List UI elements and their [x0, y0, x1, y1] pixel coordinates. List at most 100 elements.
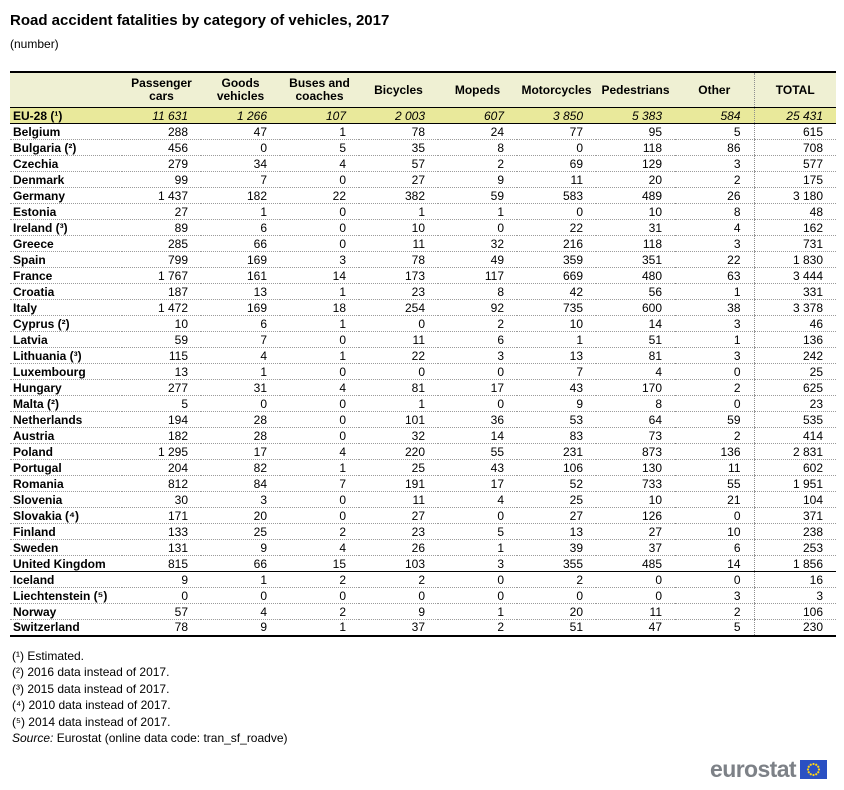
value-cell: 51 — [517, 619, 596, 636]
value-cell: 359 — [517, 251, 596, 268]
value-cell: 133 — [122, 523, 201, 540]
value-cell: 3 — [675, 315, 754, 332]
row-label: Italy — [10, 299, 122, 316]
table-row: Greece 285 66 0 11 32 216 118 3 731 — [10, 235, 836, 252]
row-label: Estonia — [10, 203, 122, 220]
table-row: Slovakia (⁴) 171 20 0 27 0 27 126 0 371 — [10, 507, 836, 524]
value-cell: 129 — [596, 155, 675, 172]
value-cell: 0 — [438, 507, 517, 524]
value-cell: 48 — [753, 203, 836, 220]
row-label: Austria — [10, 427, 122, 444]
source-label: Source: — [12, 731, 54, 745]
unit-label: (number) — [10, 37, 59, 51]
value-cell: 0 — [675, 507, 754, 524]
value-cell: 3 — [675, 347, 754, 364]
row-label: Malta (²) — [10, 395, 122, 412]
value-cell: 0 — [201, 139, 280, 156]
value-cell: 175 — [753, 171, 836, 188]
value-cell: 16 — [753, 571, 836, 588]
value-cell: 101 — [359, 411, 438, 428]
value-cell: 103 — [359, 555, 438, 572]
value-cell: 602 — [753, 459, 836, 476]
table-header: Passenger cars Goods vehicles Buses and co… — [10, 72, 836, 108]
value-cell: 669 — [517, 267, 596, 284]
value-cell: 0 — [280, 331, 359, 348]
value-cell: 9 — [359, 603, 438, 620]
value-cell: 3 — [675, 155, 754, 172]
value-cell: 1 951 — [753, 475, 836, 492]
row-label: Belgium — [10, 123, 122, 140]
value-cell: 0 — [675, 571, 754, 588]
row-label: Sweden — [10, 539, 122, 556]
value-cell: 0 — [280, 395, 359, 412]
value-cell: 22 — [280, 187, 359, 204]
value-cell: 2 831 — [753, 443, 836, 460]
value-cell: 2 — [675, 603, 754, 620]
value-cell: 46 — [753, 315, 836, 332]
source-line: Source: Eurostat (online data code: tran… — [12, 730, 836, 747]
value-cell: 43 — [438, 459, 517, 476]
value-cell: 106 — [753, 603, 836, 620]
value-cell: 3 444 — [753, 267, 836, 284]
table-row: Switzerland 78 9 1 37 2 51 47 5 230 — [10, 619, 836, 636]
table-row: Iceland 9 1 2 2 0 2 0 0 16 — [10, 571, 836, 588]
value-cell: 27 — [359, 171, 438, 188]
value-cell: 35 — [359, 139, 438, 156]
value-cell: 220 — [359, 443, 438, 460]
value-cell: 253 — [753, 539, 836, 556]
value-cell: 1 — [438, 203, 517, 220]
value-cell: 3 — [675, 235, 754, 252]
table-row: Poland 1 295 17 4 220 55 231 873 136 2 831 — [10, 443, 836, 460]
footnote: (¹) Estimated. — [12, 648, 85, 663]
value-cell: 18 — [280, 299, 359, 316]
row-label: France — [10, 267, 122, 284]
value-cell: 615 — [753, 123, 836, 140]
value-cell: 489 — [596, 187, 675, 204]
value-cell: 36 — [438, 411, 517, 428]
value-cell: 1 830 — [753, 251, 836, 268]
value-cell: 28 — [201, 411, 280, 428]
value-cell: 3 378 — [753, 299, 836, 316]
value-cell: 0 — [122, 587, 201, 604]
value-cell: 0 — [280, 203, 359, 220]
value-cell: 13 — [517, 347, 596, 364]
row-label: Liechtenstein (⁵) — [10, 587, 122, 604]
value-cell: 0 — [517, 587, 596, 604]
value-cell: 1 — [359, 203, 438, 220]
value-cell: 4 — [280, 443, 359, 460]
value-cell: 0 — [280, 411, 359, 428]
row-label: Slovenia — [10, 491, 122, 508]
column-header: Goods vehicles — [201, 72, 280, 108]
value-cell: 57 — [359, 155, 438, 172]
header-row: Passenger cars Goods vehicles Buses and co… — [10, 72, 836, 108]
value-cell: 26 — [675, 187, 754, 204]
value-cell: 1 — [280, 283, 359, 300]
value-cell: 73 — [596, 427, 675, 444]
table-row: Latvia 59 7 0 11 6 1 51 1 136 — [10, 331, 836, 348]
value-cell: 55 — [675, 475, 754, 492]
row-label: Bulgaria (²) — [10, 139, 122, 156]
table-row: Germany 1 437 182 22 382 59 583 489 26 3 180 — [10, 187, 836, 204]
value-cell: 279 — [122, 155, 201, 172]
value-cell: 23 — [753, 395, 836, 412]
value-cell: 0 — [280, 491, 359, 508]
eurostat-logo-text: eurostat — [710, 756, 797, 782]
page: Road accident fatalities by category of … — [10, 12, 836, 747]
table-row: Slovenia 30 3 0 11 4 25 10 21 104 — [10, 491, 836, 508]
value-cell: 173 — [359, 267, 438, 284]
value-cell: 1 — [438, 539, 517, 556]
value-cell: 5 383 — [596, 107, 675, 124]
value-cell: 22 — [517, 219, 596, 236]
value-cell: 216 — [517, 235, 596, 252]
row-label: Ireland (³) — [10, 219, 122, 236]
value-cell: 204 — [122, 459, 201, 476]
value-cell: 17 — [201, 443, 280, 460]
value-cell: 77 — [517, 123, 596, 140]
value-cell: 27 — [122, 203, 201, 220]
value-cell: 52 — [517, 475, 596, 492]
source-text: Eurostat (online data code: tran_sf_road… — [53, 731, 288, 745]
value-cell: 17 — [438, 379, 517, 396]
value-cell: 8 — [438, 139, 517, 156]
value-cell: 20 — [517, 603, 596, 620]
value-cell: 15 — [280, 555, 359, 572]
